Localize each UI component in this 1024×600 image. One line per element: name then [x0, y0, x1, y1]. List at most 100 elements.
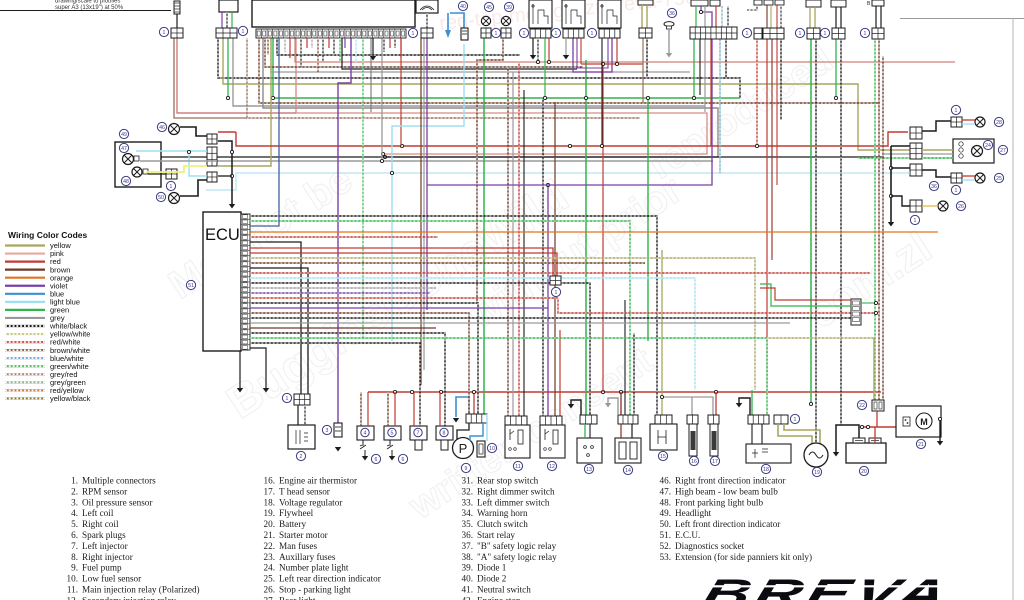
svg-text:M: M	[920, 417, 928, 427]
svg-text:31.: 31.	[462, 476, 473, 486]
svg-text:18.: 18.	[264, 497, 275, 507]
svg-text:Left front direction indicator: Left front direction indicator	[675, 519, 780, 529]
svg-text:green/white: green/white	[50, 362, 89, 371]
svg-text:8.: 8.	[71, 552, 78, 562]
svg-text:Right dimmer switch: Right dimmer switch	[477, 486, 555, 496]
svg-text:Extension (for side panniers k: Extension (for side panniers kit only)	[675, 552, 812, 562]
svg-text:red/yellow: red/yellow	[50, 386, 84, 395]
svg-text:41.: 41.	[462, 585, 473, 595]
svg-text:Spark plugs: Spark plugs	[82, 530, 126, 540]
svg-text:white/black: white/black	[49, 322, 87, 331]
svg-text:1: 1	[495, 31, 498, 37]
svg-text:3.: 3.	[71, 497, 78, 507]
svg-text:violet: violet	[50, 281, 68, 290]
svg-text:28: 28	[996, 120, 1002, 126]
svg-text:34.: 34.	[462, 508, 473, 518]
svg-text:"B" safety logic relay: "B" safety logic relay	[477, 541, 557, 551]
svg-text:1: 1	[163, 30, 166, 36]
svg-text:6: 6	[402, 457, 405, 463]
svg-text:45: 45	[486, 5, 492, 11]
svg-text:1: 1	[555, 31, 558, 37]
svg-text:1: 1	[170, 184, 173, 190]
svg-text:1: 1	[286, 396, 289, 402]
svg-text:blue/white: blue/white	[50, 354, 84, 363]
svg-text:T head sensor: T head sensor	[279, 486, 330, 496]
svg-text:16.: 16.	[264, 476, 275, 486]
svg-text:grey/green: grey/green	[50, 378, 86, 387]
svg-text:3: 3	[326, 428, 329, 434]
svg-text:Right injector: Right injector	[82, 552, 133, 562]
svg-text:4.: 4.	[71, 508, 78, 518]
svg-text:Man fuses: Man fuses	[279, 541, 317, 551]
svg-text:red/white: red/white	[50, 338, 80, 347]
svg-text:orange: orange	[50, 273, 73, 282]
svg-text:E.C.U.: E.C.U.	[675, 530, 700, 540]
svg-text:5.: 5.	[71, 519, 78, 529]
svg-text:Left injector: Left injector	[82, 541, 128, 551]
svg-text:1: 1	[794, 417, 797, 423]
svg-text:RPM sensor: RPM sensor	[82, 486, 127, 496]
svg-text:1: 1	[746, 31, 749, 37]
svg-text:super A3 (13x19") at 50%: super A3 (13x19") at 50%	[55, 5, 124, 11]
svg-text:22: 22	[859, 403, 865, 409]
svg-text:40.: 40.	[462, 574, 473, 584]
svg-text:pink: pink	[50, 249, 64, 258]
svg-text:49.: 49.	[660, 508, 671, 518]
svg-text:50: 50	[158, 195, 164, 201]
svg-text:1: 1	[591, 31, 594, 37]
svg-text:21: 21	[918, 442, 924, 448]
svg-text:"A" safety logic relay: "A" safety logic relay	[477, 552, 557, 562]
svg-text:22.: 22.	[264, 541, 275, 551]
svg-text:1: 1	[555, 290, 558, 296]
svg-text:1: 1	[955, 108, 958, 114]
svg-text:14: 14	[625, 468, 631, 474]
svg-text:Diagnostics socket: Diagnostics socket	[675, 541, 745, 551]
svg-text:50.: 50.	[660, 519, 671, 529]
svg-text:25.: 25.	[264, 574, 275, 584]
svg-text:Headlight: Headlight	[675, 508, 712, 518]
svg-text:High beam - low beam bulb: High beam - low beam bulb	[675, 486, 778, 496]
svg-text:Right front direction indicato: Right front direction indicator	[675, 476, 785, 486]
svg-text:Rear light: Rear light	[279, 595, 316, 600]
svg-text:Fuel pump: Fuel pump	[82, 563, 122, 573]
svg-text:16: 16	[691, 459, 697, 465]
svg-text:Battery: Battery	[279, 519, 306, 529]
svg-text:20: 20	[861, 469, 867, 475]
svg-text:11: 11	[515, 464, 520, 470]
svg-text:Engine stop: Engine stop	[477, 595, 521, 600]
svg-text:1: 1	[523, 31, 526, 37]
svg-text:1.: 1.	[71, 476, 78, 486]
svg-text:36.: 36.	[462, 530, 473, 540]
svg-text:grey: grey	[50, 314, 65, 323]
svg-text:1: 1	[799, 31, 802, 37]
svg-text:4: 4	[364, 430, 367, 436]
svg-text:42.: 42.	[462, 595, 473, 600]
svg-text:10: 10	[489, 446, 495, 452]
svg-text:red: red	[50, 257, 61, 266]
svg-text:47.: 47.	[660, 486, 671, 496]
svg-text:24: 24	[985, 143, 991, 149]
svg-text:6.: 6.	[71, 530, 78, 540]
svg-text:53.: 53.	[660, 552, 671, 562]
svg-text:39.: 39.	[462, 563, 473, 573]
svg-text:1: 1	[914, 218, 917, 224]
svg-text:39: 39	[506, 5, 512, 11]
svg-text:1: 1	[864, 31, 867, 37]
svg-text:brown: brown	[50, 265, 70, 274]
svg-text:46.: 46.	[660, 476, 671, 486]
svg-text:18: 18	[763, 467, 769, 473]
svg-text:9.: 9.	[71, 563, 78, 573]
svg-text:17.: 17.	[264, 486, 275, 496]
svg-text:27: 27	[1000, 148, 1006, 154]
svg-text:Neutral switch: Neutral switch	[477, 585, 531, 595]
svg-text:drawing/scale to plotfiles: drawing/scale to plotfiles	[55, 0, 120, 5]
svg-text:1: 1	[242, 29, 245, 35]
svg-text:2: 2	[300, 454, 303, 460]
svg-text:Wiring Color Codes: Wiring Color Codes	[8, 230, 88, 240]
svg-text:Multiple connectors: Multiple connectors	[82, 476, 156, 486]
svg-text:36: 36	[931, 184, 937, 190]
svg-text:21.: 21.	[264, 530, 275, 540]
svg-text:Start relay: Start relay	[477, 530, 515, 540]
svg-text:Front parking light bulb: Front parking light bulb	[675, 497, 763, 507]
svg-text:Warning horn: Warning horn	[477, 508, 528, 518]
